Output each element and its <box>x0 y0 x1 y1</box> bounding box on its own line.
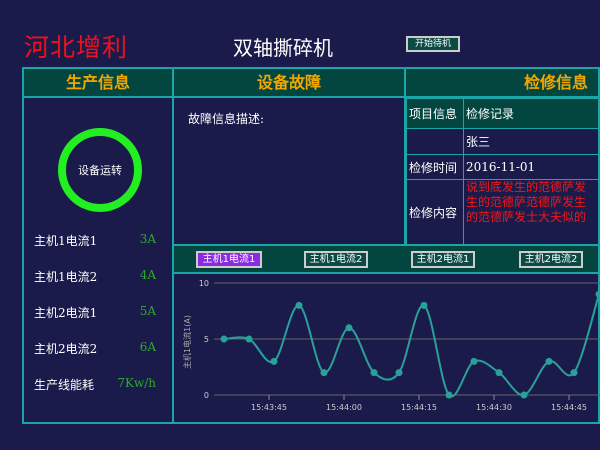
cell-empty <box>406 128 464 155</box>
maintenance-table: 项目信息 检修记录 张三 检修时间 2016-11-01 检修内容 说到底发生的范德萨… <box>406 98 599 246</box>
production-item-label: 主机1电流1 <box>34 234 98 248</box>
status-text: 设备运转 <box>78 164 122 177</box>
cell-project-info: 项目信息 <box>406 98 464 129</box>
production-item-value: 3A <box>139 232 156 246</box>
production-item-value: 7Kw/h <box>117 376 156 390</box>
tab-main1-current2[interactable]: 主机1电流2 <box>304 251 368 268</box>
data-point <box>420 301 428 309</box>
start-standby-button[interactable]: 开始待机 <box>406 36 460 52</box>
production-item-label: 生产线能耗 <box>34 378 95 392</box>
y-tick-label: 5 <box>204 335 209 344</box>
data-point <box>520 391 528 399</box>
tab-main2-current2[interactable]: 主机2电流2 <box>519 251 583 268</box>
data-point <box>220 335 228 343</box>
brand-logo: 河北增利 <box>24 33 129 62</box>
x-tick-label: 15:44:15 <box>401 403 437 412</box>
page-title: 双轴撕碎机 <box>233 36 333 60</box>
production-item-value: 6A <box>139 340 156 354</box>
fault-header: 设备故障 <box>172 67 406 98</box>
data-point <box>320 369 328 377</box>
y-tick-label: 0 <box>204 391 209 400</box>
record-content: 说到底发生的范德萨发生的范德萨范德萨发生的范德萨发士大夫似的 <box>463 179 599 246</box>
data-point <box>345 324 353 332</box>
data-point <box>295 301 303 309</box>
data-point <box>445 391 453 399</box>
y-tick-label: 10 <box>199 279 209 288</box>
chart-tab-bar: 主机1电流1 主机1电流2 主机2电流1 主机2电流2 <box>172 244 600 274</box>
x-tick-label: 15:44:45 <box>551 403 587 412</box>
data-point <box>270 357 278 365</box>
x-tick-label: 15:44:00 <box>326 403 362 412</box>
data-point <box>570 369 578 377</box>
record-person: 张三 <box>463 128 599 155</box>
data-point <box>370 369 378 377</box>
production-header: 生产信息 <box>22 67 174 98</box>
record-header: 检修记录 <box>463 98 599 129</box>
production-panel: 设备运转 主机1电流1 3A 主机1电流2 4A 主机2电流1 5A 主机2电流2 6A 生产线… <box>22 96 174 424</box>
production-item-label: 主机1电流2 <box>34 270 98 284</box>
y-axis-label: 主机1电流1(A) <box>182 315 192 369</box>
maintenance-header: 检修信息 <box>404 67 600 98</box>
tab-main2-current1[interactable]: 主机2电流1 <box>411 251 475 268</box>
production-item-value: 5A <box>139 304 156 318</box>
cell-content-label: 检修内容 <box>406 179 464 246</box>
production-item-value: 4A <box>139 268 156 282</box>
fault-description-label: 故障信息描述: <box>188 112 265 126</box>
fault-panel: 故障信息描述: <box>172 96 406 246</box>
data-point <box>470 357 478 365</box>
data-point <box>545 357 553 365</box>
data-point <box>595 290 600 298</box>
chart-panel: 主机1电流1(A) 0 5 10 15:43:45 15:44:00 15:44:15 15… <box>172 272 600 424</box>
record-time: 2016-11-01 <box>463 154 599 180</box>
tab-main1-current1[interactable]: 主机1电流1 <box>196 251 262 268</box>
production-item-label: 主机2电流1 <box>34 306 98 320</box>
maintenance-panel: 项目信息 检修记录 张三 检修时间 2016-11-01 检修内容 说到底发生的范德萨… <box>404 96 600 246</box>
current-line-chart: 主机1电流1(A) 0 5 10 15:43:45 15:44:00 15:44:15 15… <box>182 279 600 412</box>
x-tick-label: 15:43:45 <box>251 403 287 412</box>
data-point <box>245 335 253 343</box>
cell-time-label: 检修时间 <box>406 154 464 180</box>
series-line <box>223 293 600 398</box>
data-point <box>495 369 503 377</box>
x-tick-label: 15:44:30 <box>476 403 512 412</box>
data-point <box>395 369 403 377</box>
status-ring <box>58 128 142 212</box>
production-item-label: 主机2电流2 <box>34 342 98 356</box>
